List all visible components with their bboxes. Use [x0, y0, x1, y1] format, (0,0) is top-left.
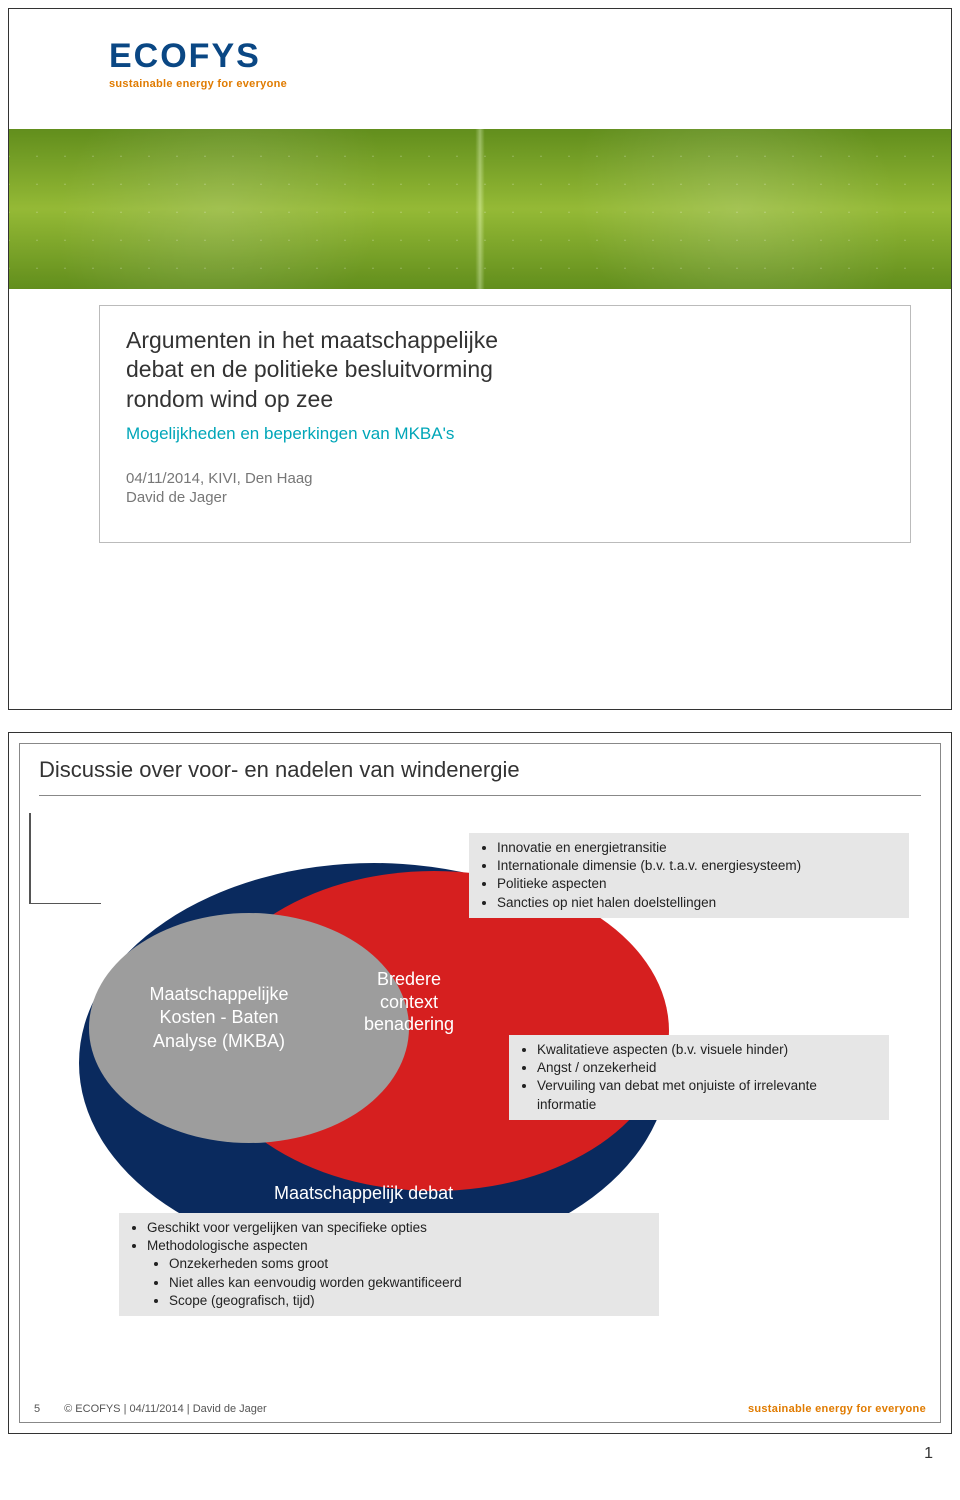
slide-2: Discussie over voor- en nadelen van wind…	[8, 732, 952, 1434]
mkba-line-3: Analyse (MKBA)	[153, 1031, 285, 1051]
bottom-item-1-label: Methodologische aspecten	[147, 1238, 308, 1253]
top-item-2: Politieke aspecten	[497, 875, 899, 893]
bottom-sub-2: Scope (geografisch, tijd)	[169, 1292, 649, 1310]
title-card: Argumenten in het maatschappelijke debat…	[99, 305, 911, 543]
slide2-footer-text: © ECOFYS | 04/11/2014 | David de Jager	[64, 1403, 267, 1415]
mkba-line-1: Maatschappelijke	[149, 984, 288, 1004]
bottom-item-1: Methodologische aspecten Onzekerheden so…	[147, 1237, 649, 1310]
callout-top: Innovatie en energietransitie Internatio…	[469, 833, 909, 918]
bottom-sub-0: Onzekerheden soms groot	[169, 1255, 649, 1273]
slide2-footer: 5 © ECOFYS | 04/11/2014 | David de Jager…	[34, 1403, 926, 1415]
callout-top-list: Innovatie en energietransitie Internatio…	[479, 839, 899, 912]
slide2-number: 5	[34, 1403, 40, 1415]
bredere-line-1: Bredere	[377, 969, 441, 989]
right-item-1: Angst / onzekerheid	[537, 1059, 879, 1077]
top-item-1: Internationale dimensie (b.v. t.a.v. ene…	[497, 857, 899, 875]
callout-right: Kwalitatieve aspecten (b.v. visuele hind…	[509, 1035, 889, 1120]
slide2-footer-tag: sustainable energy for everyone	[748, 1403, 926, 1415]
logo-tagline: sustainable energy for everyone	[109, 78, 287, 90]
top-item-3: Sancties op niet halen doelstellingen	[497, 894, 899, 912]
slide1-author: David de Jager	[126, 489, 884, 506]
bredere-line-2: context	[380, 992, 438, 1012]
bredere-line-3: benadering	[364, 1014, 454, 1034]
connector-line-1	[29, 813, 31, 903]
right-item-0: Kwalitatieve aspecten (b.v. visuele hind…	[537, 1041, 879, 1059]
callout-bottom-list: Geschikt voor vergelijken van specifieke…	[129, 1219, 649, 1310]
mkba-label: Maatschappelijke Kosten - Baten Analyse …	[114, 983, 324, 1053]
ecofys-logo: ECOFYS sustainable energy for everyone	[109, 37, 287, 90]
connector-line-1b	[29, 903, 101, 904]
title-line-1: Argumenten in het maatschappelijke	[126, 327, 498, 353]
bredere-label: Bredere context benadering	[334, 968, 484, 1036]
right-item-2: Vervuiling van debat met onjuiste of irr…	[537, 1077, 879, 1113]
slide-1: ECOFYS sustainable energy for everyone A…	[8, 8, 952, 710]
slide1-title: Argumenten in het maatschappelijke debat…	[126, 326, 884, 414]
logo-name: ECOFYS	[109, 37, 287, 76]
callout-right-list: Kwalitatieve aspecten (b.v. visuele hind…	[519, 1041, 879, 1114]
mkba-line-2: Kosten - Baten	[159, 1007, 278, 1027]
leaf-texture	[9, 129, 951, 289]
title-line-2: debat en de politieke besluitvorming	[126, 356, 493, 382]
top-item-0: Innovatie en energietransitie	[497, 839, 899, 857]
page-number: 1	[924, 1445, 933, 1463]
slide2-title: Discussie over voor- en nadelen van wind…	[39, 757, 921, 796]
callout-bottom-sublist: Onzekerheden soms groot Niet alles kan e…	[147, 1255, 649, 1310]
venn-diagram: Maatschappelijke Kosten - Baten Analyse …	[29, 813, 931, 1373]
debat-label: Maatschappelijk debat	[274, 1183, 453, 1204]
bottom-sub-1: Niet alles kan eenvoudig worden gekwanti…	[169, 1274, 649, 1292]
callout-bottom: Geschikt voor vergelijken van specifieke…	[119, 1213, 659, 1316]
leaf-banner	[9, 129, 951, 289]
title-line-3: rondom wind op zee	[126, 386, 333, 412]
slide1-subtitle: Mogelijkheden en beperkingen van MKBA's	[126, 424, 884, 444]
bottom-item-0: Geschikt voor vergelijken van specifieke…	[147, 1219, 649, 1237]
slide1-dateplace: 04/11/2014, KIVI, Den Haag	[126, 470, 884, 487]
